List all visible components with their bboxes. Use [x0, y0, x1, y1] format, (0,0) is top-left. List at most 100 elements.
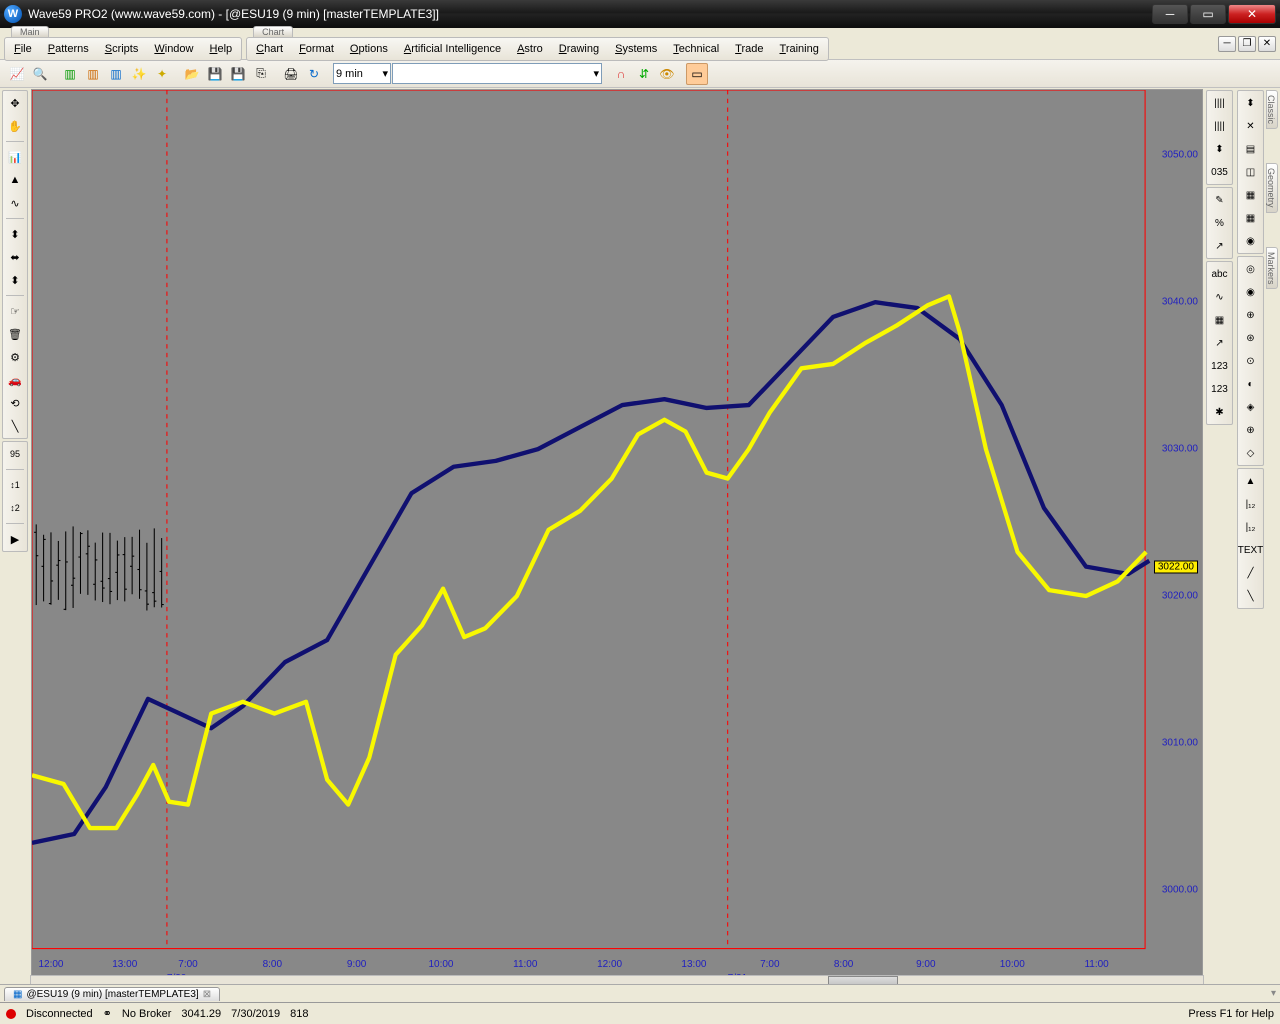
- mdi-restore-button[interactable]: ❐: [1238, 36, 1256, 52]
- tb-chart-icon[interactable]: 📈: [6, 63, 28, 85]
- tool-button[interactable]: ⬍: [5, 270, 25, 290]
- tb-panel-icon[interactable]: ▭: [686, 63, 708, 85]
- menu-item-systems[interactable]: Systems: [607, 39, 665, 59]
- menu-item-technical[interactable]: Technical: [665, 39, 727, 59]
- tb-saveas-icon[interactable]: 💾: [227, 63, 249, 85]
- tool-button[interactable]: ∿: [5, 193, 25, 213]
- tool-button[interactable]: ▲: [1241, 471, 1261, 491]
- maximize-button[interactable]: ▭: [1190, 4, 1226, 24]
- tool-button[interactable]: TEXT: [1241, 540, 1261, 560]
- tool-button[interactable]: ⊕: [1241, 305, 1261, 325]
- tool-button[interactable]: ⬌: [5, 247, 25, 267]
- tool-button[interactable]: ⊛: [1241, 328, 1261, 348]
- tool-button[interactable]: ⊙: [1241, 351, 1261, 371]
- tb-doc1-icon[interactable]: ▥: [59, 63, 81, 85]
- menu-item-patterns[interactable]: Patterns: [40, 39, 97, 59]
- menu-item-scripts[interactable]: Scripts: [97, 39, 147, 59]
- tool-button[interactable]: ╲: [5, 416, 25, 436]
- tool-button[interactable]: ⬍: [1241, 93, 1261, 113]
- tool-button[interactable]: ↗: [1210, 236, 1230, 256]
- tb-print-icon[interactable]: 🖨: [280, 63, 302, 85]
- tool-button[interactable]: ◇: [1241, 443, 1261, 463]
- menu-item-drawing[interactable]: Drawing: [551, 39, 607, 59]
- symbol-combo[interactable]: ▾: [392, 63, 602, 84]
- mdi-minimize-button[interactable]: ─: [1218, 36, 1236, 52]
- tool-button[interactable]: %: [1210, 213, 1230, 233]
- tool-button[interactable]: ⊕: [1241, 420, 1261, 440]
- mdi-close-button[interactable]: ✕: [1258, 36, 1276, 52]
- tool-button[interactable]: ▦: [1241, 185, 1261, 205]
- tool-button[interactable]: |₁₂: [1241, 494, 1261, 514]
- interval-combo[interactable]: 9 min▾: [333, 63, 391, 84]
- menu-item-artificial-intelligence[interactable]: Artificial Intelligence: [396, 39, 509, 59]
- menu-item-help[interactable]: Help: [202, 39, 241, 59]
- tool-button[interactable]: ╲: [1241, 586, 1261, 606]
- tb-star-icon[interactable]: ✦: [151, 63, 173, 85]
- panel-tab-markers[interactable]: Markers: [1266, 247, 1278, 290]
- menu-item-window[interactable]: Window: [146, 39, 201, 59]
- tb-magnet-icon[interactable]: ∩: [610, 63, 632, 85]
- tool-button[interactable]: ∿: [1210, 287, 1230, 307]
- tool-button[interactable]: 🗑: [5, 324, 25, 344]
- tool-button[interactable]: ◈: [1241, 397, 1261, 417]
- tb-doc3-icon[interactable]: ▥: [105, 63, 127, 85]
- tool-button[interactable]: 123: [1210, 356, 1230, 376]
- tool-button[interactable]: ◉: [1241, 282, 1261, 302]
- tool-button[interactable]: ◎: [1241, 259, 1261, 279]
- tool-button[interactable]: ▶: [5, 529, 25, 549]
- tool-button[interactable]: ⚙: [5, 347, 25, 367]
- tool-button[interactable]: ◉: [1241, 231, 1261, 251]
- panel-tab-geometry[interactable]: Geometry: [1266, 163, 1278, 213]
- tb-open-icon[interactable]: 📂: [181, 63, 203, 85]
- tool-button[interactable]: ▲: [5, 170, 25, 190]
- tool-button[interactable]: 📊: [5, 147, 25, 167]
- tool-button[interactable]: 035: [1210, 162, 1230, 182]
- tool-button[interactable]: ↕1: [5, 475, 25, 495]
- menu-item-trade[interactable]: Trade: [727, 39, 771, 59]
- price-chart[interactable]: 3000.003010.003020.003030.003040.003050.…: [31, 89, 1203, 989]
- tool-button[interactable]: ⬍: [1210, 139, 1230, 159]
- tool-button[interactable]: ✕: [1241, 116, 1261, 136]
- tb-wand-icon[interactable]: ✨: [128, 63, 150, 85]
- tool-button[interactable]: ☞: [5, 301, 25, 321]
- tool-button[interactable]: ◐: [1241, 374, 1261, 394]
- tool-button[interactable]: ↕2: [5, 498, 25, 518]
- tb-eye-icon[interactable]: 👁: [656, 63, 678, 85]
- minimize-button[interactable]: ─: [1152, 4, 1188, 24]
- tool-button[interactable]: 🚗: [5, 370, 25, 390]
- tool-button[interactable]: 95: [5, 444, 25, 464]
- tool-button[interactable]: ✎: [1210, 190, 1230, 210]
- tool-button[interactable]: ╱: [1241, 563, 1261, 583]
- tb-doc2-icon[interactable]: ▥: [82, 63, 104, 85]
- tool-button[interactable]: ||||: [1210, 93, 1230, 113]
- document-tab[interactable]: ▦ @ESU19 (9 min) [masterTEMPLATE3] ⊠: [4, 987, 220, 1001]
- tb-save-icon[interactable]: 💾: [204, 63, 226, 85]
- menu-item-file[interactable]: File: [6, 39, 40, 59]
- tool-button[interactable]: ▦: [1210, 310, 1230, 330]
- tb-copy-icon[interactable]: ⎘: [250, 63, 272, 85]
- tb-arrows-icon[interactable]: ⇵: [633, 63, 655, 85]
- tool-button[interactable]: ✱: [1210, 402, 1230, 422]
- menu-item-options[interactable]: Options: [342, 39, 396, 59]
- menu-item-chart[interactable]: Chart: [248, 39, 291, 59]
- menu-item-training[interactable]: Training: [772, 39, 827, 59]
- tool-button[interactable]: ||||: [1210, 116, 1230, 136]
- tab-dropdown-icon[interactable]: ▾: [1271, 988, 1276, 999]
- tool-button[interactable]: ✥: [5, 93, 25, 113]
- tool-button[interactable]: ⟲: [5, 393, 25, 413]
- tool-button[interactable]: 123: [1210, 379, 1230, 399]
- tool-button[interactable]: ✋: [5, 116, 25, 136]
- panel-tab-classic[interactable]: Classic: [1266, 90, 1278, 129]
- tb-refresh-icon[interactable]: ↻: [303, 63, 325, 85]
- tool-button[interactable]: ↗: [1210, 333, 1230, 353]
- tool-button[interactable]: ◫: [1241, 162, 1261, 182]
- tb-search-icon[interactable]: 🔍: [29, 63, 51, 85]
- menu-item-astro[interactable]: Astro: [509, 39, 551, 59]
- tool-button[interactable]: ▤: [1241, 139, 1261, 159]
- tool-button[interactable]: |₁₂: [1241, 517, 1261, 537]
- close-button[interactable]: ✕: [1228, 4, 1276, 24]
- tab-close-icon[interactable]: ⊠: [203, 989, 211, 1000]
- menu-item-format[interactable]: Format: [291, 39, 342, 59]
- tool-button[interactable]: ⬍: [5, 224, 25, 244]
- tool-button[interactable]: ▦: [1241, 208, 1261, 228]
